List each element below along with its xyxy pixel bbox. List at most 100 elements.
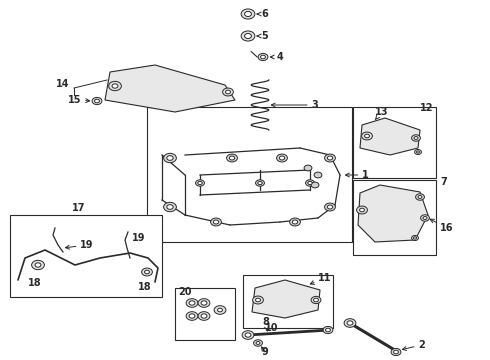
- Circle shape: [360, 208, 365, 212]
- Circle shape: [164, 202, 176, 212]
- Circle shape: [347, 321, 353, 325]
- Text: 12: 12: [420, 103, 434, 113]
- Circle shape: [213, 220, 219, 224]
- Bar: [353, 180, 436, 255]
- Circle shape: [167, 204, 173, 210]
- Circle shape: [412, 235, 418, 240]
- Text: 14: 14: [56, 79, 70, 89]
- Circle shape: [327, 156, 333, 160]
- Circle shape: [167, 156, 173, 160]
- Bar: [10, 215, 162, 297]
- Circle shape: [324, 154, 335, 162]
- Text: 2: 2: [402, 340, 425, 350]
- Circle shape: [241, 9, 255, 19]
- Circle shape: [198, 181, 202, 185]
- Circle shape: [414, 237, 416, 239]
- Circle shape: [214, 306, 226, 314]
- Text: 13: 13: [375, 107, 389, 120]
- Circle shape: [211, 218, 221, 226]
- Circle shape: [201, 314, 207, 318]
- Circle shape: [391, 348, 401, 356]
- Circle shape: [229, 156, 235, 160]
- Circle shape: [308, 181, 312, 185]
- Circle shape: [279, 156, 285, 160]
- Polygon shape: [105, 65, 235, 112]
- Circle shape: [189, 314, 195, 318]
- Circle shape: [362, 132, 372, 140]
- Circle shape: [261, 55, 266, 59]
- Circle shape: [325, 328, 330, 332]
- Circle shape: [423, 217, 427, 220]
- Circle shape: [311, 182, 319, 188]
- Circle shape: [357, 206, 368, 214]
- Circle shape: [414, 136, 418, 139]
- Text: 16: 16: [430, 219, 454, 233]
- Text: 8: 8: [262, 317, 269, 331]
- Circle shape: [164, 153, 176, 163]
- Circle shape: [245, 333, 251, 337]
- Circle shape: [304, 165, 312, 171]
- Circle shape: [306, 180, 315, 186]
- Circle shape: [416, 194, 424, 200]
- Circle shape: [256, 342, 260, 345]
- Circle shape: [290, 218, 300, 226]
- Text: 6: 6: [257, 9, 269, 19]
- Circle shape: [189, 301, 195, 305]
- Circle shape: [365, 134, 369, 138]
- Circle shape: [324, 203, 335, 211]
- Circle shape: [323, 327, 333, 334]
- Bar: [243, 275, 333, 328]
- Circle shape: [201, 301, 207, 305]
- Circle shape: [254, 340, 263, 346]
- Text: 1: 1: [345, 170, 369, 180]
- Circle shape: [412, 135, 420, 141]
- Circle shape: [186, 312, 198, 320]
- Text: 20: 20: [178, 287, 192, 297]
- Text: 17: 17: [72, 203, 85, 213]
- Circle shape: [256, 298, 261, 302]
- Circle shape: [198, 299, 210, 307]
- Bar: [147, 107, 352, 242]
- Circle shape: [314, 298, 318, 302]
- Circle shape: [418, 195, 422, 198]
- Text: 19: 19: [66, 240, 94, 250]
- Bar: [353, 107, 436, 178]
- Circle shape: [32, 260, 45, 270]
- Text: 3: 3: [271, 100, 318, 110]
- Circle shape: [258, 53, 268, 60]
- Circle shape: [241, 31, 255, 41]
- Text: 10: 10: [265, 323, 278, 333]
- Circle shape: [109, 81, 122, 91]
- Circle shape: [242, 331, 254, 339]
- Circle shape: [314, 172, 322, 178]
- Text: 15: 15: [68, 95, 90, 105]
- Circle shape: [245, 33, 251, 39]
- Circle shape: [415, 149, 421, 154]
- Circle shape: [186, 299, 198, 307]
- Circle shape: [416, 151, 419, 153]
- Text: 9: 9: [262, 347, 269, 357]
- Text: 5: 5: [257, 31, 269, 41]
- Text: 7: 7: [440, 177, 447, 187]
- Circle shape: [198, 312, 210, 320]
- Polygon shape: [360, 118, 420, 155]
- Polygon shape: [358, 185, 428, 242]
- Circle shape: [344, 319, 356, 327]
- Circle shape: [393, 350, 398, 354]
- Polygon shape: [252, 280, 320, 318]
- Circle shape: [245, 12, 251, 17]
- Circle shape: [256, 180, 265, 186]
- Circle shape: [95, 99, 99, 103]
- Circle shape: [92, 98, 102, 105]
- Circle shape: [226, 154, 237, 162]
- Circle shape: [327, 205, 333, 209]
- Circle shape: [218, 308, 222, 312]
- Circle shape: [293, 220, 298, 224]
- Text: 19: 19: [132, 233, 146, 243]
- Circle shape: [35, 263, 41, 267]
- Circle shape: [311, 296, 321, 303]
- Circle shape: [420, 215, 429, 221]
- Circle shape: [142, 268, 152, 276]
- Circle shape: [112, 84, 118, 88]
- Bar: [175, 288, 235, 340]
